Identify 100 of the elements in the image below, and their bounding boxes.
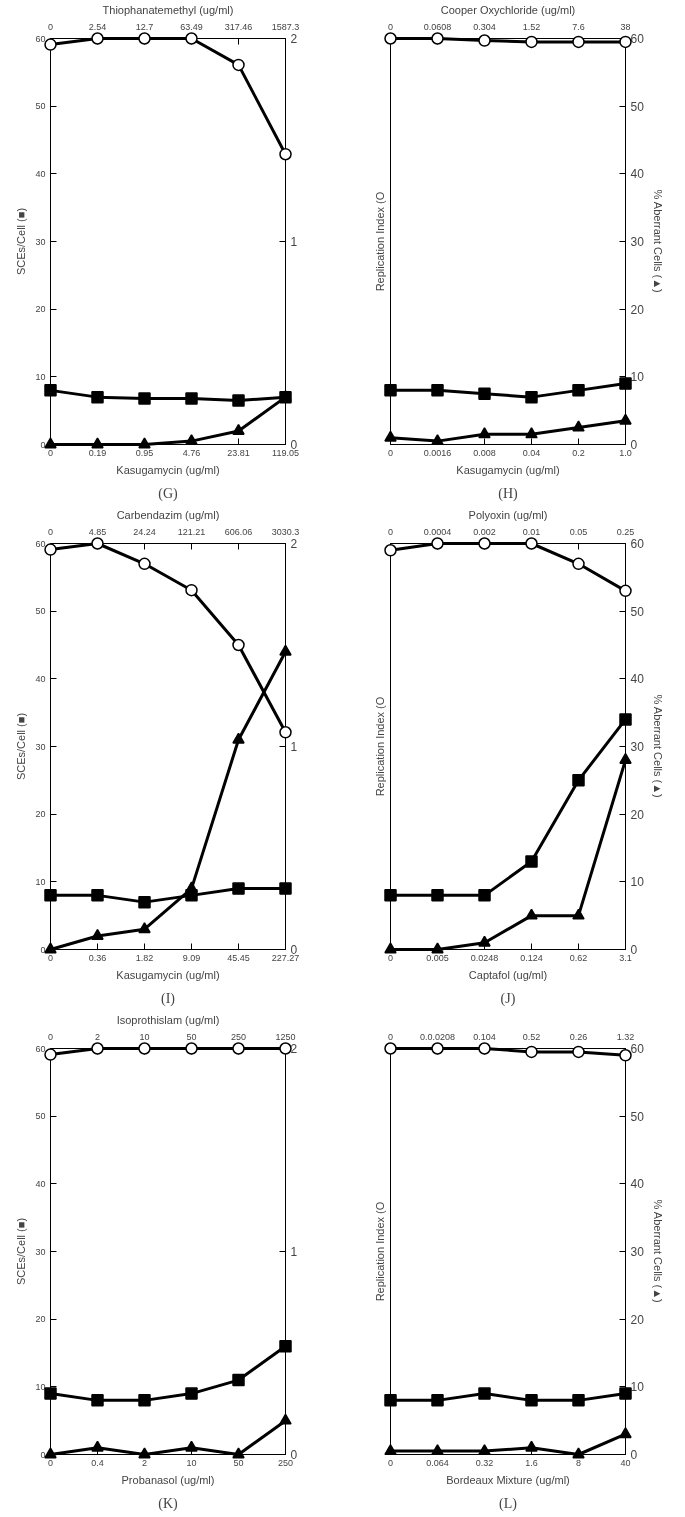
x-axis-title: Kasugamycin (ug/ml): [116, 463, 220, 476]
x-axis-title: Kasugamycin (ug/ml): [116, 968, 220, 981]
x-tick-label: 0.95: [135, 447, 154, 458]
text: 63.49: [180, 21, 203, 32]
x-tick-label: 0: [388, 952, 394, 963]
x-tick-label: 0.005: [426, 952, 449, 963]
x-tick-label: 9.09: [182, 952, 201, 963]
text: 0: [48, 1031, 54, 1042]
x-tick-label: 1.82: [135, 952, 154, 963]
x-tick-label: 1.6: [525, 1457, 538, 1468]
text: 0.25: [616, 526, 635, 537]
text: 4.85: [88, 526, 107, 537]
x-tick-label: 0: [48, 952, 54, 963]
x-tick-label: 50: [233, 1457, 244, 1468]
y2-tick-label: 2: [290, 537, 298, 551]
x-tick-label: 23.81: [227, 447, 250, 458]
y2-tick-label: 50: [630, 1109, 645, 1124]
text: 0.52: [522, 1031, 541, 1042]
y2-tick-label: 1: [290, 1245, 298, 1259]
y-tick-label: 60: [35, 33, 46, 44]
text: 1.32: [616, 1031, 635, 1042]
x-tick-label: 0.62: [569, 952, 588, 963]
x-tick-label: 0.32: [475, 1457, 494, 1468]
x-axis-title: Kasugamycin (ug/ml): [456, 463, 560, 476]
x-axis-title: Probanasol (ug/ml): [121, 1473, 215, 1486]
y-tick-label: 0: [40, 1449, 46, 1460]
x2-axis-title: Cooper Oxychloride (ug/ml): [440, 3, 576, 16]
text: 0.104: [473, 1031, 496, 1042]
y-tick-label: 40: [35, 673, 46, 684]
text: 0.0004: [423, 526, 452, 537]
x-tick-label: 0.008: [473, 447, 496, 458]
y-tick-label: 0: [40, 439, 46, 450]
text: 317.46: [224, 21, 253, 32]
x-tick-label: 2: [142, 1457, 148, 1468]
y-tick-label: 10: [35, 876, 46, 887]
y-tick-label: 10: [35, 1381, 46, 1392]
text: 0.0608: [423, 21, 452, 32]
text: 0: [48, 526, 54, 537]
y2-axis-title: % Aberrant Cells (▲): [651, 189, 664, 293]
y-axis-title: SCEs/Cell (■): [15, 1217, 28, 1286]
y2-tick-label: 30: [630, 1245, 645, 1259]
y-tick-label: 50: [35, 1111, 46, 1122]
y2-tick-label: 10: [630, 370, 645, 385]
y2-axis-title: % Aberrant Cells (▲): [651, 694, 664, 798]
y2-tick-label: 2: [290, 32, 298, 46]
y2-tick-label: 40: [630, 167, 645, 182]
y2-tick-label: 60: [630, 32, 645, 46]
x2-axis-title: Polyoxin (ug/ml): [468, 508, 548, 521]
y2-tick-label: 2: [290, 1042, 298, 1056]
text: 0.01: [522, 526, 541, 537]
text: 250: [230, 1031, 247, 1042]
y2-tick-label: 40: [630, 1177, 645, 1192]
x-tick-label: 1.0: [619, 447, 632, 458]
text: 24.24: [133, 526, 156, 537]
y2-tick-label: 10: [630, 875, 645, 890]
text: 7.6: [572, 21, 585, 32]
y-tick-label: 20: [35, 304, 46, 315]
x-tick-label: 0: [48, 1457, 54, 1468]
y2-axis-title: % Aberrant Cells (▲): [651, 1199, 664, 1303]
text: 0.05: [569, 526, 588, 537]
text: 0: [48, 21, 54, 32]
y2-tick-label: 30: [630, 740, 645, 754]
y2-tick-label: 60: [630, 537, 645, 551]
x-tick-label: 10: [186, 1457, 197, 1468]
text: 1587.3: [271, 21, 300, 32]
y-tick-label: 30: [35, 1246, 46, 1257]
y2-tick-label: 10: [630, 1380, 645, 1395]
y2-tick-label: 1: [290, 740, 298, 754]
x-tick-label: 0: [388, 447, 394, 458]
text: 12.7: [135, 21, 154, 32]
x2-axis-title: Carbendazim (ug/ml): [116, 508, 220, 521]
x-axis-title: Captafol (ug/ml): [468, 968, 548, 981]
x-tick-label: 0.36: [88, 952, 107, 963]
text: 606.06: [224, 526, 253, 537]
text: 0.304: [473, 21, 496, 32]
text: 1.52: [522, 21, 541, 32]
y-tick-label: 40: [35, 168, 46, 179]
text: 38: [620, 21, 631, 32]
text: 2.54: [88, 21, 107, 32]
x-tick-label: 0.0016: [423, 447, 452, 458]
y-axis-title: Replication Index (O: [373, 191, 386, 292]
x-tick-label: 0.4: [91, 1457, 104, 1468]
x2-axis-title: Isoprothislam (ug/ml): [116, 1013, 220, 1026]
text: 1250: [275, 1031, 296, 1042]
y2-tick-label: 20: [630, 807, 645, 822]
x-tick-label: 0: [48, 447, 54, 458]
x-tick-label: 8: [576, 1457, 582, 1468]
x-tick-label: 45.45: [227, 952, 250, 963]
y-tick-label: 20: [35, 1314, 46, 1325]
x-tick-label: 0: [388, 1457, 394, 1468]
x-tick-label: 0.064: [426, 1457, 449, 1468]
y-tick-label: 40: [35, 1178, 46, 1189]
y-tick-label: 50: [35, 101, 46, 112]
y2-tick-label: 60: [630, 1042, 645, 1056]
text: 0.26: [569, 1031, 588, 1042]
x-tick-label: 3.1: [619, 952, 632, 963]
text: (K): [158, 1495, 179, 1512]
x-tick-label: 4.76: [182, 447, 201, 458]
y-tick-label: 20: [35, 809, 46, 820]
y-axis-title: Replication Index (O: [373, 1201, 386, 1302]
